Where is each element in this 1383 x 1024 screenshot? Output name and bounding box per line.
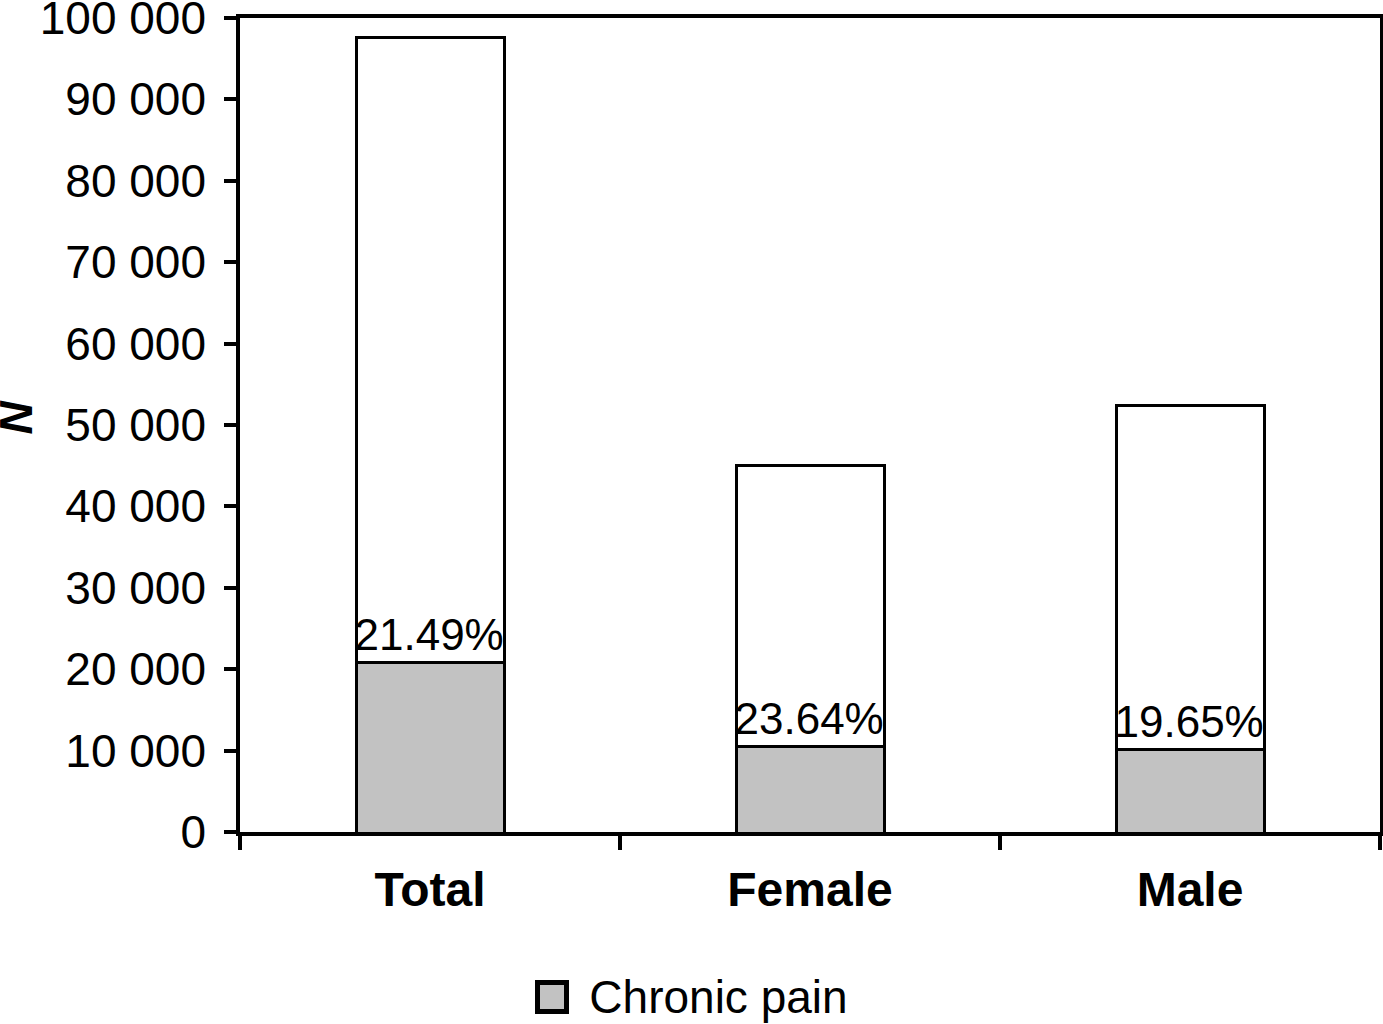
bar-pct-label: 23.64% (735, 697, 884, 741)
bar-total: 21.49% (355, 36, 506, 832)
x-category-label-male: Male (1000, 862, 1380, 918)
y-tick-label: 70 000 (0, 234, 206, 290)
y-tick (224, 342, 240, 346)
y-tick (224, 830, 240, 834)
bar-pct-label: 19.65% (1115, 700, 1264, 744)
y-tick (224, 423, 240, 427)
chart: N 21.49%23.64%19.65% Chronic pain 100 00… (0, 0, 1383, 1024)
y-tick-label: 90 000 (0, 71, 206, 127)
bar-segment-chronic-pain (1118, 748, 1263, 832)
y-tick (224, 97, 240, 101)
plot-area: 21.49% 23.64% 19.65% (236, 14, 1383, 836)
y-tick-label: 50 000 (0, 397, 206, 453)
x-category-label-female: Female (620, 862, 1000, 918)
y-tick (224, 749, 240, 753)
y-tick (224, 667, 240, 671)
x-tick (998, 836, 1002, 850)
bar-segment-chronic-pain (738, 745, 883, 832)
y-tick (224, 586, 240, 590)
legend-swatch-chronic-pain (535, 980, 569, 1014)
y-tick-label: 100 000 (0, 0, 206, 46)
y-tick-label: 0 (0, 804, 206, 860)
x-category-label-total: Total (240, 862, 620, 918)
y-tick-label: 40 000 (0, 478, 206, 534)
x-tick (618, 836, 622, 850)
bar-segment-chronic-pain (358, 661, 503, 832)
y-tick (224, 504, 240, 508)
y-tick (224, 260, 240, 264)
y-tick (224, 179, 240, 183)
y-tick (224, 16, 240, 20)
y-tick-label: 80 000 (0, 153, 206, 209)
x-tick (238, 836, 242, 850)
y-tick-label: 10 000 (0, 723, 206, 779)
y-tick-label: 60 000 (0, 316, 206, 372)
x-tick (1378, 836, 1382, 850)
bar-pct-label: 21.49% (355, 613, 504, 657)
y-tick-label: 30 000 (0, 560, 206, 616)
bar-male: 19.65% (1115, 404, 1266, 832)
bar-female: 23.64% (735, 464, 886, 832)
legend-label: Chronic pain (589, 972, 847, 1023)
legend: Chronic pain (0, 972, 1383, 1023)
y-tick-label: 20 000 (0, 641, 206, 697)
